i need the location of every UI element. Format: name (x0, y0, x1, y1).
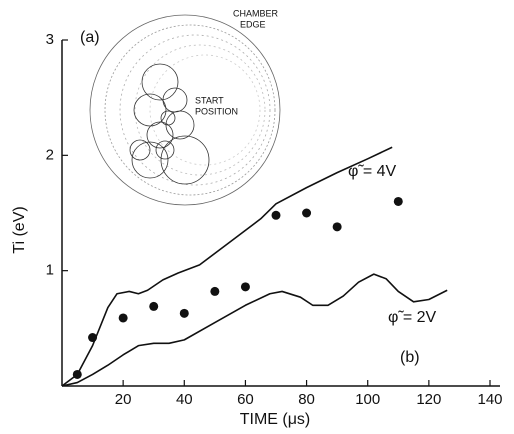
x-tick-label: 80 (298, 391, 315, 408)
x-tick-label: 60 (237, 391, 254, 408)
series-line (61, 146, 393, 387)
x-tick-label: 20 (115, 391, 132, 408)
data-point (149, 301, 159, 311)
y-tick-label: 2 (46, 146, 54, 163)
data-point (332, 222, 342, 232)
series-label: φ̃ = 2V (388, 309, 437, 326)
x-tick-label: 140 (477, 391, 502, 408)
data-point (240, 282, 250, 292)
inset-label: POSITION (195, 106, 238, 116)
inset-label: CHAMBER (233, 8, 279, 18)
y-axis-label: Ti (eV) (11, 206, 28, 253)
data-point (88, 333, 98, 343)
data-point (72, 369, 82, 379)
y-tick-label: 1 (46, 262, 54, 279)
data-point (393, 196, 403, 206)
data-point (271, 210, 281, 220)
y-tick-label: 3 (46, 31, 54, 48)
data-point (118, 313, 128, 323)
x-tick-label: 120 (416, 391, 441, 408)
inset-trajectory (89, 14, 281, 206)
data-point (302, 208, 312, 218)
x-tick-label: 100 (355, 391, 380, 408)
series-label: φ̃ = 4V (348, 163, 397, 180)
inset-label: START (195, 95, 224, 105)
inset-label: EDGE (240, 19, 266, 29)
data-point (210, 286, 220, 296)
x-axis-label: TIME (μs) (240, 411, 311, 428)
series-line (61, 273, 448, 387)
panel-label: (b) (400, 349, 420, 366)
x-tick-label: 40 (176, 391, 193, 408)
data-point (179, 308, 189, 318)
panel-label: (a) (80, 29, 100, 46)
